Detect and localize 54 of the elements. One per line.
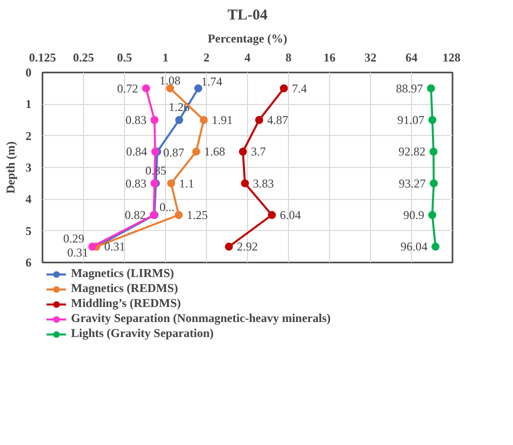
data-label: 92.82	[398, 144, 426, 159]
data-label: 0.29	[63, 232, 84, 246]
x-tick-label: 4	[244, 50, 250, 64]
data-label: 1.91	[212, 113, 233, 127]
data-label: 0...	[159, 200, 174, 214]
x-tick-label: 1	[162, 50, 168, 64]
x-tick-label: 16	[324, 50, 336, 64]
data-label: 7.4	[292, 81, 307, 96]
x-tick-label: 2	[204, 50, 210, 64]
data-label: 93.27	[398, 176, 426, 190]
data-label: 90.9	[403, 208, 424, 222]
x-tick-label: 8	[286, 50, 292, 64]
y-tick-label: 5	[26, 224, 32, 238]
data-label: 0.83	[125, 176, 146, 190]
y-axis-title: Depth (m)	[4, 141, 18, 194]
data-label: 0.87	[163, 146, 184, 160]
data-label: 0.31	[104, 240, 126, 254]
legend-label: Lights (Gravity Separation)	[71, 326, 214, 341]
y-tick-label: 2	[26, 128, 32, 143]
data-label: 91.07	[397, 113, 424, 127]
data-label: 96.04	[400, 240, 428, 254]
x-tick-label: 32	[364, 50, 376, 64]
data-label: 0.31	[67, 246, 88, 260]
y-tick-label: 4	[26, 192, 32, 206]
y-tick-label: 1	[26, 97, 32, 112]
chart-title: TL-04	[228, 8, 268, 24]
y-tick-label: 0	[26, 66, 32, 80]
y-tick-label: 6	[26, 256, 32, 270]
x-axis-title: Percentage (%)	[208, 32, 288, 46]
data-label: 2.92	[236, 240, 258, 254]
y-tick-label: 3	[26, 160, 32, 174]
data-label: 1.1	[179, 176, 194, 190]
x-tick-label: 0.25	[73, 50, 94, 64]
legend-label: Magnetics (REDMS)	[71, 281, 178, 296]
data-label: 0.84	[126, 144, 148, 159]
data-label: 0.83	[125, 113, 146, 127]
data-label: 3.7	[250, 144, 266, 159]
data-label: 0.82	[124, 208, 146, 222]
data-label: 4.87	[267, 113, 288, 127]
data-label: 3.83	[252, 176, 274, 190]
data-label: 1.68	[204, 144, 226, 159]
data-label: 1.08	[160, 73, 181, 88]
legend-label: Gravity Separation (Nonmagnetic-heavy minerals)	[71, 311, 331, 326]
legend-label: Middling’s (REDMS)	[71, 296, 181, 311]
data-label: 1.74	[201, 74, 222, 88]
data-label: 1.25	[186, 208, 208, 222]
x-tick-label: 0.125	[29, 50, 56, 64]
legend-label: Magnetics (LIRMS)	[71, 266, 174, 281]
x-tick-label: 0.5	[117, 50, 132, 64]
data-label: 6.04	[280, 208, 301, 222]
data-label: 0.72	[117, 81, 138, 96]
data-label: 88.97	[396, 81, 423, 96]
x-tick-label: 64	[406, 50, 418, 64]
x-tick-label: 128	[442, 50, 460, 64]
